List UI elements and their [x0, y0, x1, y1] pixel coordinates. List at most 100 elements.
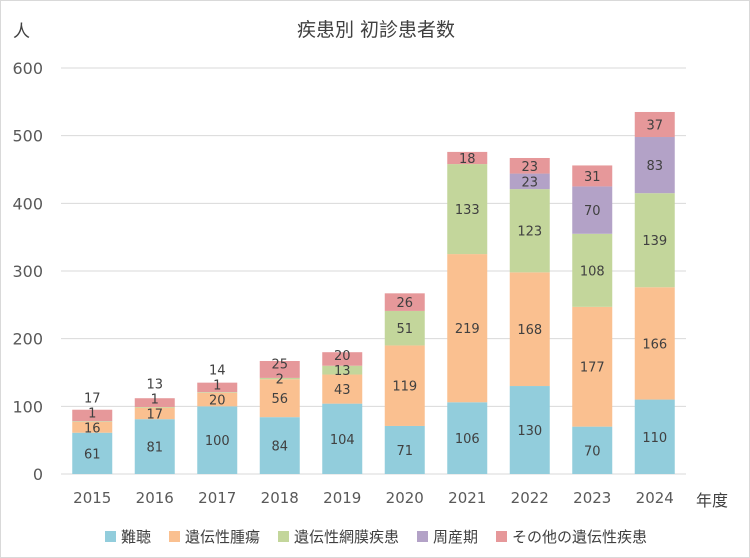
bar-segment [259, 360, 300, 378]
data-label: 16 [84, 421, 101, 436]
x-tick-label: 2018 [261, 489, 299, 507]
legend-item: 遺伝性腫瘍 [168, 526, 260, 547]
data-label: 219 [455, 322, 480, 337]
x-tick-label: 2017 [198, 489, 236, 507]
data-label: 130 [517, 424, 542, 439]
bar-segment [447, 254, 488, 403]
bar-segment [384, 425, 425, 474]
data-label: 31 [584, 170, 601, 185]
bar-segment [634, 287, 675, 400]
data-label: 51 [396, 322, 413, 337]
bar-segment [572, 165, 613, 187]
data-label: 2 [276, 373, 284, 388]
y-tick-label: 300 [12, 262, 43, 281]
data-label: 20 [209, 394, 226, 409]
bar-segment [447, 151, 488, 165]
data-label: 1 [213, 379, 221, 394]
bar-segment [509, 272, 550, 387]
bar-segment [509, 157, 550, 174]
data-label: 104 [330, 433, 355, 448]
bar-segment [72, 421, 113, 433]
bar-segment [447, 164, 488, 255]
x-axis-label: 年度 [696, 491, 729, 510]
chart-title: 疾患別 初診患者数 [296, 19, 456, 41]
bar-segment [634, 137, 675, 194]
data-label: 83 [646, 159, 663, 174]
bar-segment [197, 406, 238, 474]
bar-segment [134, 419, 175, 474]
bar-segment [509, 189, 550, 273]
legend-swatch [104, 531, 116, 542]
bar-segment [197, 392, 238, 393]
y-tick-label: 100 [12, 397, 43, 416]
x-tick-label: 2024 [636, 489, 674, 507]
y-tick-label: 0 [33, 465, 43, 484]
data-label: 23 [521, 175, 538, 190]
data-label: 70 [584, 444, 601, 459]
y-tick-label: 500 [12, 127, 43, 146]
legend-label: 周産期 [433, 528, 479, 546]
bar-segment [572, 186, 613, 234]
bar-segment [322, 403, 363, 474]
bar-segment [72, 421, 113, 422]
data-label: 71 [396, 444, 413, 459]
bar-segment [197, 382, 238, 393]
bar-segment [384, 310, 425, 346]
data-label: 1 [151, 392, 159, 407]
legend-label: その他の遺伝性疾患 [512, 528, 648, 546]
data-label: 56 [271, 392, 288, 407]
data-label: 168 [517, 323, 542, 338]
bar-segment [384, 345, 425, 426]
legend-swatch [496, 531, 508, 542]
data-label: 61 [84, 447, 101, 462]
bar-segment [634, 193, 675, 288]
bar-segment [259, 377, 300, 380]
data-label: 139 [642, 234, 667, 249]
data-label: 177 [580, 361, 605, 376]
data-label: 13 [146, 377, 163, 392]
bar-segment [322, 365, 363, 375]
data-label: 17 [84, 391, 101, 406]
data-label: 23 [521, 160, 538, 175]
bar-segment [259, 417, 300, 474]
legend-item: その他の遺伝性疾患 [496, 526, 647, 547]
legend-label: 遺伝性腫瘍 [184, 528, 260, 546]
legend-item: 遺伝性網膜疾患 [277, 526, 399, 547]
legend-label: 難聴 [120, 528, 151, 546]
y-tick-label: 600 [12, 59, 43, 78]
data-label: 20 [334, 349, 351, 364]
x-tick-label: 2023 [573, 489, 611, 507]
bar-segment [134, 407, 175, 408]
data-label: 26 [396, 296, 413, 311]
data-label: 106 [455, 432, 480, 447]
data-label: 17 [146, 407, 163, 422]
x-tick-label: 2019 [323, 489, 361, 507]
data-label: 133 [455, 203, 480, 218]
data-label: 14 [209, 364, 226, 379]
data-label: 123 [517, 225, 542, 240]
bar-segment [447, 402, 488, 474]
x-tick-label: 2021 [448, 489, 486, 507]
y-tick-label: 200 [12, 330, 43, 349]
bar-segment [572, 233, 613, 307]
bar-segment [322, 352, 363, 366]
legend-item: 周産期 [417, 526, 478, 547]
y-tick-label: 400 [12, 194, 43, 213]
bar-segment [634, 111, 675, 138]
x-tick-label: 2022 [511, 489, 549, 507]
data-label: 70 [584, 204, 601, 219]
bar-segment [322, 374, 363, 404]
data-label: 166 [642, 337, 667, 352]
legend-swatch [417, 531, 428, 542]
data-label: 81 [146, 441, 163, 456]
bar-segment [259, 379, 300, 418]
bar-segment [572, 426, 613, 474]
bar-segment [72, 409, 113, 422]
data-label: 84 [271, 440, 288, 455]
legend-swatch [168, 531, 180, 542]
data-label: 108 [580, 264, 605, 279]
x-tick-label: 2015 [73, 489, 111, 507]
data-label: 1 [88, 406, 96, 421]
